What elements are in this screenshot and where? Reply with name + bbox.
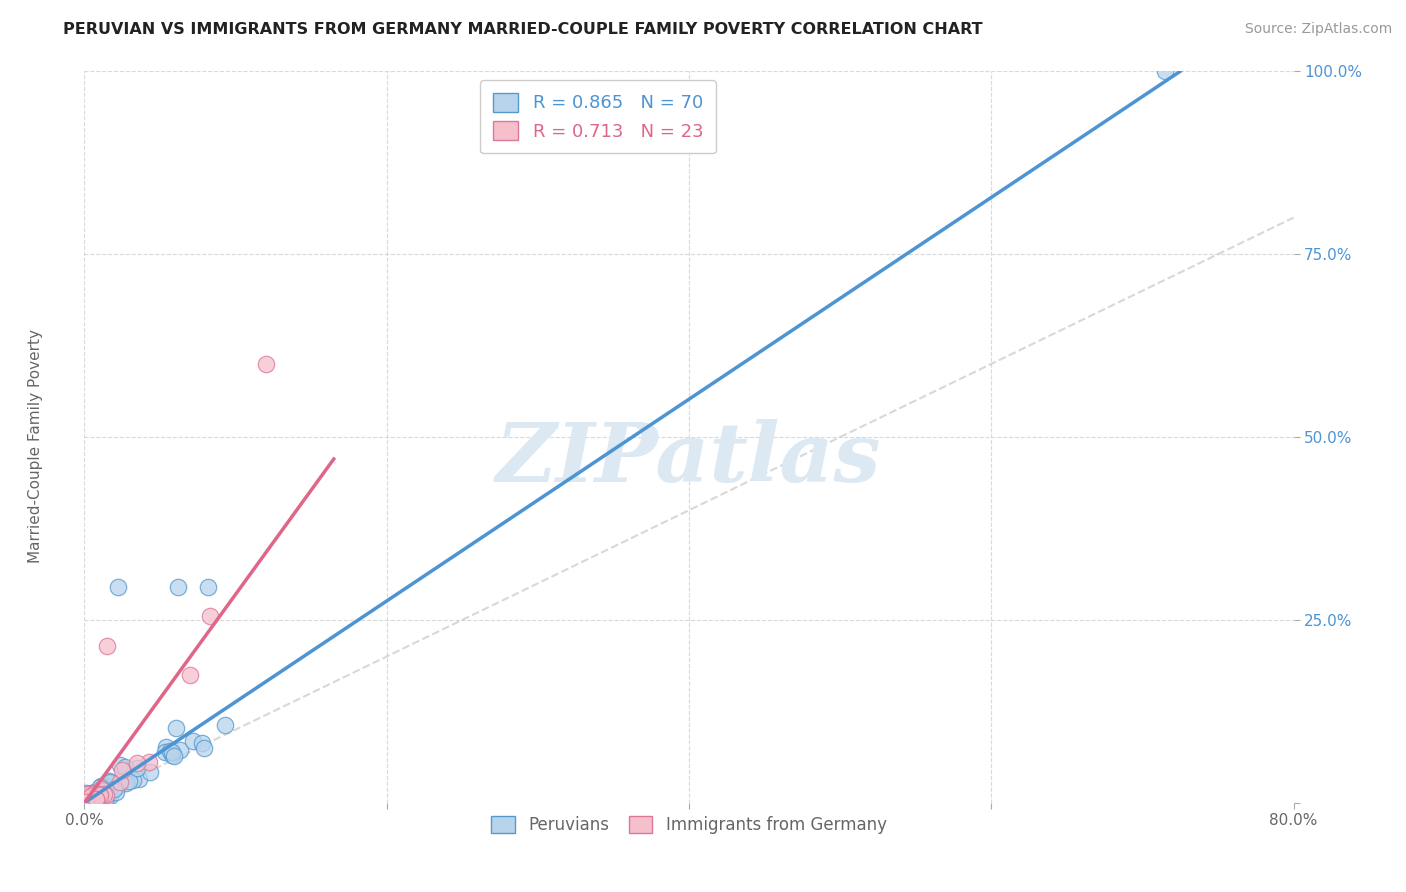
Point bbox=[83, 791, 105, 805]
Point bbox=[83, 788, 105, 802]
Point bbox=[169, 743, 191, 757]
Point bbox=[115, 776, 138, 790]
Point bbox=[84, 795, 107, 809]
Point bbox=[77, 790, 100, 805]
Point bbox=[163, 749, 186, 764]
Point bbox=[160, 745, 183, 759]
Point bbox=[89, 787, 111, 801]
Point bbox=[107, 779, 129, 793]
Point bbox=[79, 792, 101, 806]
Point bbox=[79, 795, 101, 809]
Point bbox=[114, 759, 136, 773]
Point bbox=[76, 795, 98, 809]
Point bbox=[75, 786, 97, 800]
Point bbox=[98, 774, 121, 789]
Point bbox=[77, 791, 100, 805]
Point bbox=[108, 757, 131, 772]
Point bbox=[86, 790, 108, 805]
Point bbox=[75, 795, 97, 809]
Point bbox=[167, 580, 190, 594]
Point bbox=[79, 787, 101, 801]
Point bbox=[79, 788, 101, 802]
Point bbox=[97, 787, 120, 801]
Point bbox=[98, 773, 121, 788]
Point bbox=[179, 667, 201, 681]
Point bbox=[87, 787, 110, 801]
Point bbox=[138, 756, 160, 770]
Point bbox=[83, 786, 105, 800]
Point bbox=[75, 795, 97, 809]
Point bbox=[254, 357, 277, 371]
Point bbox=[77, 789, 100, 804]
Point bbox=[90, 782, 112, 797]
Point bbox=[214, 717, 236, 731]
Point bbox=[91, 795, 114, 809]
Point bbox=[98, 789, 121, 803]
Point bbox=[93, 793, 115, 807]
Point bbox=[83, 792, 105, 806]
Point bbox=[110, 775, 132, 789]
Point bbox=[128, 772, 150, 786]
Point bbox=[98, 776, 121, 790]
Point bbox=[104, 785, 127, 799]
Point bbox=[103, 782, 125, 797]
Point bbox=[93, 782, 115, 797]
Point bbox=[118, 774, 141, 789]
Point bbox=[122, 772, 145, 787]
Point bbox=[75, 795, 97, 809]
Point bbox=[193, 740, 215, 755]
Point bbox=[93, 788, 115, 802]
Point bbox=[83, 784, 105, 798]
Point bbox=[107, 580, 129, 594]
Point bbox=[83, 794, 105, 808]
Point bbox=[84, 792, 107, 806]
Point bbox=[86, 792, 108, 806]
Point bbox=[77, 787, 100, 801]
Point bbox=[75, 795, 97, 809]
Point bbox=[1154, 64, 1177, 78]
Text: Married-Couple Family Poverty: Married-Couple Family Poverty bbox=[28, 329, 42, 563]
Point bbox=[89, 788, 111, 802]
Point bbox=[77, 795, 100, 809]
Point bbox=[90, 779, 112, 793]
Point bbox=[79, 789, 101, 803]
Point bbox=[82, 795, 104, 809]
Point bbox=[198, 609, 221, 624]
Point bbox=[76, 787, 98, 801]
Point bbox=[77, 788, 100, 802]
Point bbox=[89, 788, 111, 802]
Point bbox=[86, 795, 108, 809]
Point bbox=[111, 763, 134, 777]
Point bbox=[75, 795, 97, 809]
Point bbox=[191, 735, 214, 749]
Text: Source: ZipAtlas.com: Source: ZipAtlas.com bbox=[1244, 22, 1392, 37]
Point bbox=[77, 787, 100, 801]
Text: ZIPatlas: ZIPatlas bbox=[496, 419, 882, 499]
Text: PERUVIAN VS IMMIGRANTS FROM GERMANY MARRIED-COUPLE FAMILY POVERTY CORRELATION CH: PERUVIAN VS IMMIGRANTS FROM GERMANY MARR… bbox=[63, 22, 983, 37]
Point bbox=[165, 721, 187, 735]
Point bbox=[77, 789, 100, 803]
Point bbox=[89, 780, 111, 794]
Point bbox=[93, 779, 115, 793]
Point bbox=[197, 580, 219, 594]
Point bbox=[94, 788, 117, 802]
Legend: Peruvians, Immigrants from Germany: Peruvians, Immigrants from Germany bbox=[479, 805, 898, 846]
Point bbox=[79, 787, 101, 801]
Point bbox=[155, 739, 177, 754]
Point bbox=[181, 734, 204, 748]
Point bbox=[80, 791, 103, 805]
Point bbox=[138, 765, 160, 780]
Point bbox=[159, 744, 181, 758]
Point bbox=[127, 756, 149, 770]
Point bbox=[127, 761, 149, 775]
Point bbox=[160, 747, 183, 762]
Point bbox=[91, 784, 114, 798]
Point bbox=[155, 745, 177, 759]
Point bbox=[80, 789, 103, 803]
Point bbox=[96, 639, 118, 653]
